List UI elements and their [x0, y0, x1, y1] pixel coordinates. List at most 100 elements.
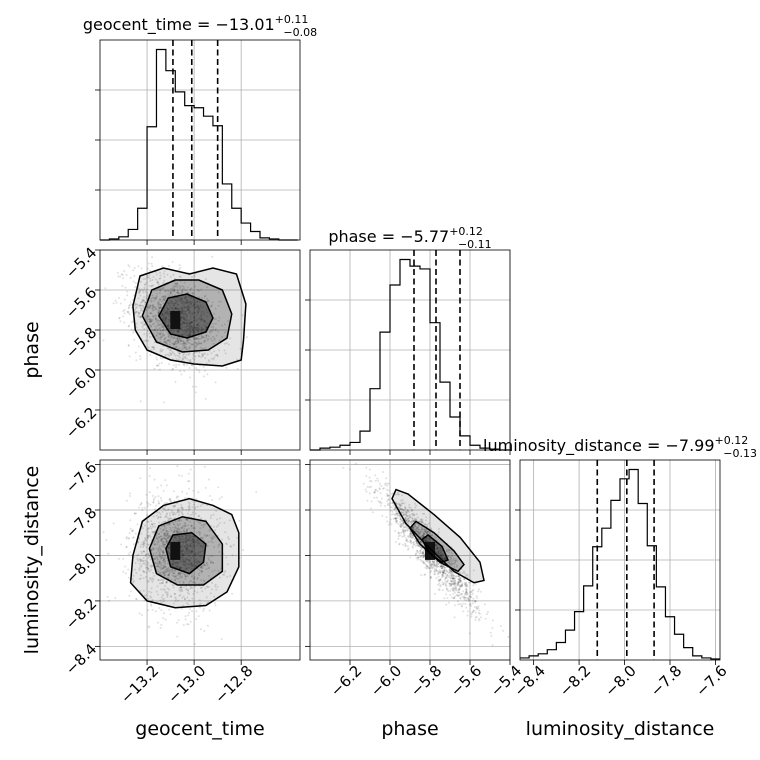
scatter-point	[134, 561, 137, 564]
scatter-point	[133, 512, 136, 515]
scatter-point	[428, 560, 431, 563]
scatter-point	[411, 534, 414, 537]
scatter-point	[214, 381, 217, 384]
scatter-point	[173, 288, 176, 291]
scatter-point	[132, 331, 135, 334]
scatter-point	[193, 540, 196, 543]
scatter-point	[453, 588, 456, 591]
scatter-point	[165, 536, 168, 539]
scatter-point	[151, 525, 154, 528]
scatter-point	[182, 563, 185, 566]
scatter-point	[453, 577, 456, 580]
scatter-point	[157, 322, 160, 325]
scatter-point	[241, 314, 244, 317]
scatter-point	[127, 553, 130, 556]
scatter-point	[196, 577, 199, 580]
scatter-point	[491, 627, 494, 630]
scatter-point	[139, 290, 142, 293]
scatter-point	[176, 621, 179, 624]
scatter-point	[195, 328, 198, 331]
scatter-point	[181, 548, 184, 551]
scatter-point	[139, 560, 142, 563]
scatter-point	[210, 357, 213, 360]
scatter-point	[457, 582, 460, 585]
scatter-point	[145, 293, 148, 296]
scatter-point	[184, 547, 187, 550]
scatter-point	[203, 319, 206, 322]
scatter-point	[157, 593, 160, 596]
scatter-point	[178, 537, 181, 540]
scatter-point	[184, 615, 187, 618]
scatter-point	[177, 296, 180, 299]
scatter-point	[160, 531, 163, 534]
scatter-point	[206, 298, 209, 301]
scatter-point	[409, 539, 412, 542]
scatter-point	[457, 588, 460, 591]
scatter-point	[451, 573, 454, 576]
scatter-point	[445, 584, 448, 587]
scatter-point	[184, 557, 187, 560]
scatter-point	[141, 304, 144, 307]
scatter-point	[153, 542, 156, 545]
scatter-point	[166, 570, 169, 573]
scatter-point	[421, 552, 424, 555]
scatter-point	[182, 342, 185, 345]
scatter-point	[442, 564, 445, 567]
scatter-point	[139, 301, 142, 304]
scatter-point	[202, 375, 205, 378]
scatter-point	[161, 296, 164, 299]
scatter-point	[452, 576, 455, 579]
scatter-point	[221, 324, 224, 327]
scatter-point	[449, 579, 452, 582]
scatter-point	[140, 532, 143, 535]
scatter-point	[194, 341, 197, 344]
scatter-point	[194, 385, 197, 388]
title-luminosity-distance: luminosity_distance = −7.99+0.12 −0.13	[483, 434, 757, 460]
scatter-point	[404, 529, 407, 532]
scatter-point	[398, 502, 401, 505]
scatter-point	[461, 582, 464, 585]
scatter-point	[467, 599, 470, 602]
scatter-point	[176, 296, 179, 299]
scatter-point	[449, 556, 452, 559]
scatter-point	[395, 513, 398, 516]
scatter-point	[166, 562, 169, 565]
scatter-point	[453, 559, 456, 562]
scatter-point	[412, 525, 415, 528]
scatter-point	[462, 590, 465, 593]
scatter-point	[184, 575, 187, 578]
scatter-point	[200, 554, 203, 557]
density-peak-cell	[170, 541, 181, 560]
scatter-point	[186, 546, 189, 549]
scatter-point	[169, 299, 172, 302]
scatter-point	[200, 310, 203, 313]
scatter-point	[129, 519, 132, 522]
scatter-point	[201, 569, 204, 572]
scatter-point	[456, 584, 459, 587]
scatter-point	[154, 328, 157, 331]
scatter-point	[167, 573, 170, 576]
scatter-point	[164, 295, 167, 298]
scatter-point	[173, 505, 176, 508]
scatter-point	[166, 312, 169, 315]
scatter-point	[161, 542, 164, 545]
scatter-point	[167, 339, 170, 342]
scatter-point	[177, 572, 180, 575]
scatter-point	[160, 588, 163, 591]
scatter-point	[187, 330, 190, 333]
scatter-point	[444, 576, 447, 579]
scatter-point	[433, 561, 436, 564]
scatter-point	[176, 530, 179, 533]
scatter-point	[476, 608, 479, 611]
scatter-point	[157, 564, 160, 567]
scatter-point	[154, 305, 157, 308]
scatter-point	[185, 314, 188, 317]
scatter-point	[417, 551, 420, 554]
scatter-point	[178, 566, 181, 569]
scatter-point	[156, 331, 159, 334]
scatter-point	[184, 534, 187, 537]
scatter-point	[210, 305, 213, 308]
scatter-point	[415, 526, 418, 529]
scatter-point	[450, 573, 453, 576]
scatter-point	[190, 586, 193, 589]
